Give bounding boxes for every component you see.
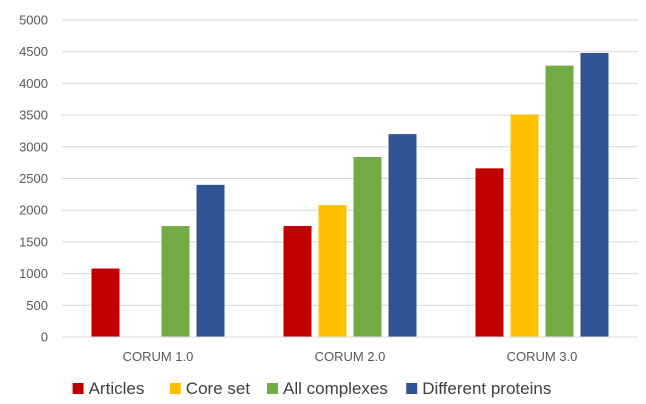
legend-swatch — [169, 383, 181, 394]
bar-different-proteins — [580, 52, 609, 338]
bar-all-complexes — [161, 226, 190, 337]
bar-core-set — [318, 205, 347, 337]
bar-core-set — [510, 114, 539, 337]
y-tick-label: 1000 — [19, 266, 48, 281]
legend-label: All complexes — [283, 379, 388, 398]
gridlines — [62, 19, 638, 306]
legend-swatch — [406, 383, 418, 394]
bar-different-proteins — [196, 184, 225, 337]
y-tick-label: 5000 — [19, 13, 48, 28]
legend-label: Different proteins — [422, 379, 551, 398]
y-tick-label: 2500 — [19, 171, 48, 186]
legend-label: Core set — [186, 379, 251, 398]
y-axis-ticks: 0 500 1000 1500 2000 2500 3000 3500 4000 4500 5000 — [19, 13, 48, 345]
bar-articles — [283, 226, 312, 337]
bar-different-proteins — [388, 134, 417, 337]
y-tick-label: 0 — [41, 330, 48, 345]
y-tick-label: 500 — [26, 298, 48, 313]
bar-articles — [475, 168, 504, 337]
y-tick-label: 4500 — [19, 44, 48, 59]
y-tick-label: 1500 — [19, 234, 48, 249]
y-tick-label: 3000 — [19, 139, 48, 154]
legend: Articles Core set All complexes Different p… — [72, 379, 551, 398]
x-tick-label: CORUM 1.0 — [123, 349, 194, 364]
bar-all-complexes — [353, 156, 382, 337]
legend-swatch — [267, 383, 278, 394]
bar-articles — [91, 268, 120, 337]
y-tick-label: 2000 — [19, 203, 48, 218]
x-tick-label: CORUM 2.0 — [315, 349, 386, 364]
y-tick-label: 4000 — [19, 76, 48, 91]
x-tick-label: CORUM 3.0 — [507, 349, 578, 364]
bar-all-complexes — [545, 65, 574, 337]
legend-swatch — [72, 383, 84, 394]
legend-label: Articles — [89, 379, 145, 398]
y-tick-label: 3500 — [19, 108, 48, 123]
bars — [91, 52, 609, 338]
x-axis-ticks: CORUM 1.0 CORUM 2.0 CORUM 3.0 — [123, 349, 578, 364]
